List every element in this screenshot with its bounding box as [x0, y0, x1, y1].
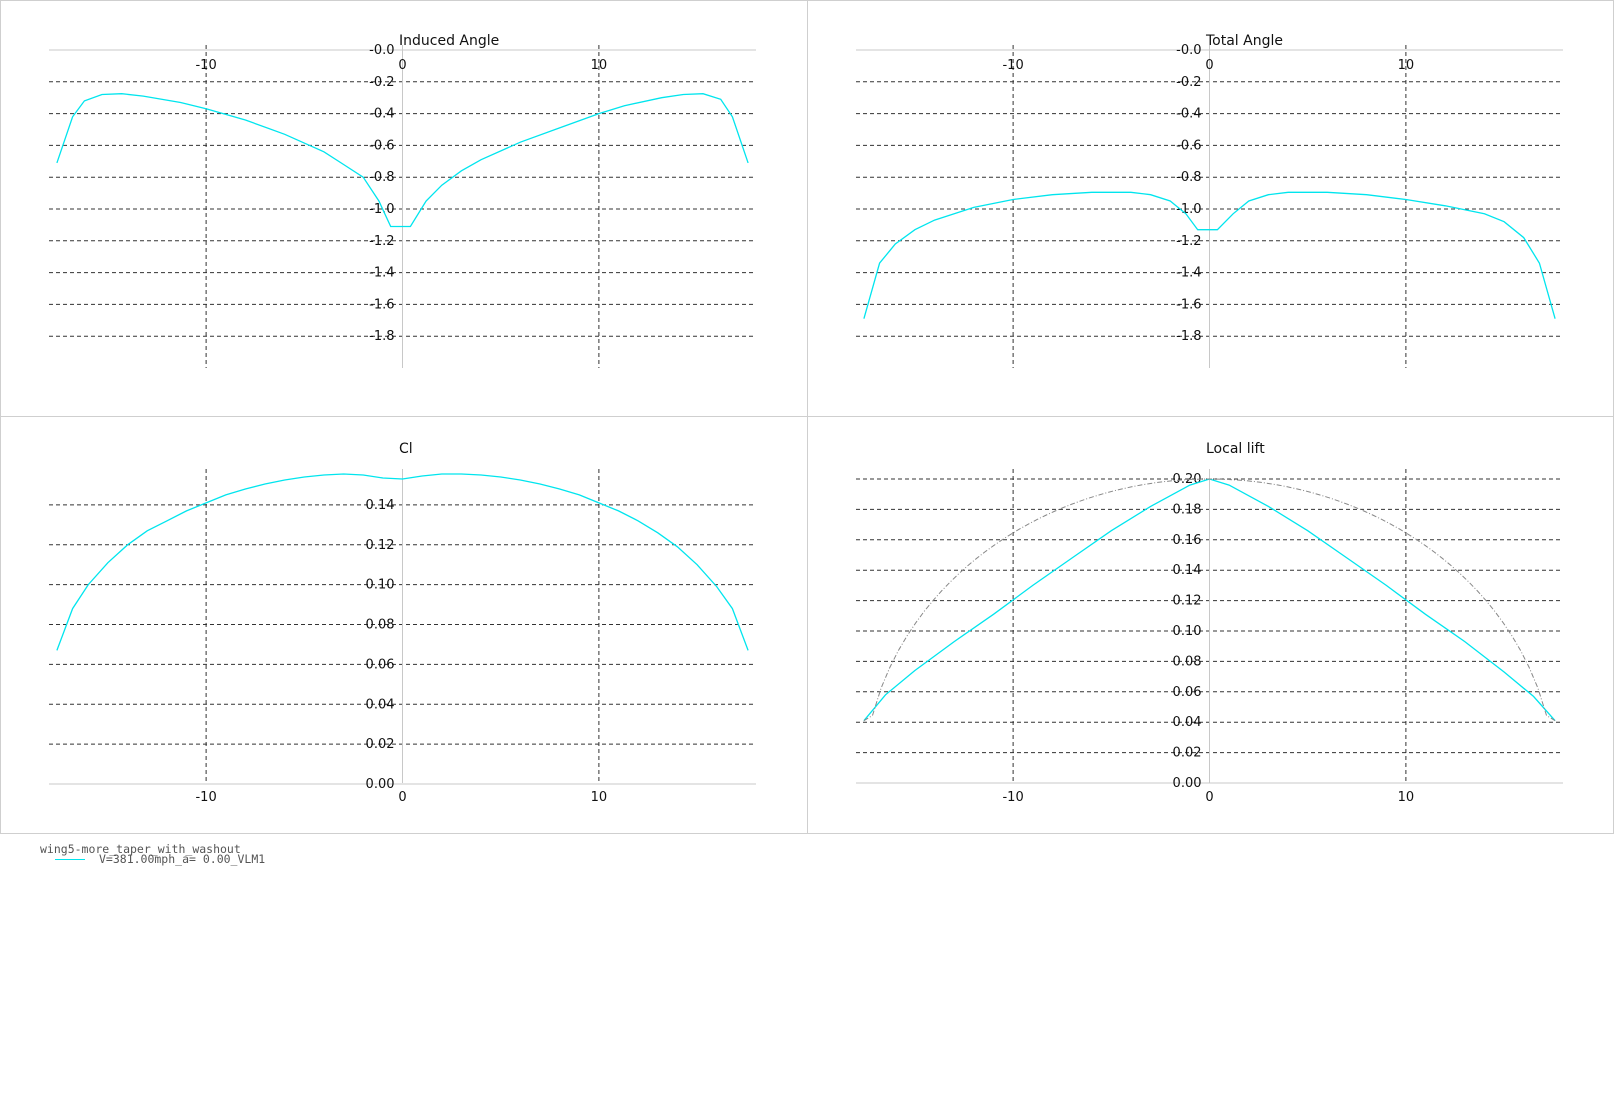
x-tick-label: -10 — [195, 790, 216, 805]
y-tick-label: -0.6 — [1176, 138, 1201, 153]
x-tick-label: 0 — [1205, 58, 1213, 73]
y-tick-label: -1.8 — [1176, 329, 1201, 344]
x-tick-label: 10 — [591, 58, 608, 73]
x-tick-label: -10 — [1002, 58, 1023, 73]
y-tick-label: -1.6 — [1176, 297, 1201, 312]
y-tick-label: 0.06 — [366, 657, 395, 672]
chart-panel-total-angle: -0.0 -0.2 -0.4 -0.6 -0.8 -1.0 -1.2 -1.4 -1.6 -1.8… — [807, 0, 1614, 417]
y-tick-label: -1.2 — [1176, 234, 1201, 249]
legend-entry-label: V=381.00mph_a= 0.00_VLM1 — [99, 852, 266, 866]
chart-panel-local-lift: 0.00 0.02 0.04 0.06 0.08 0.10 0.12 0.14 0.16 0.18… — [807, 416, 1614, 834]
y-tick-label: -0.2 — [1176, 75, 1201, 90]
y-tick-label: 0.10 — [1173, 624, 1202, 639]
x-tick-label: 10 — [591, 790, 608, 805]
x-tick-label: 10 — [1398, 58, 1415, 73]
y-tick-label: 0.04 — [1173, 715, 1202, 730]
y-tick-label: 0.06 — [1173, 685, 1202, 700]
y-tick-label: 0.14 — [1173, 563, 1202, 578]
chart-panel-cl: 0.00 0.02 0.04 0.06 0.08 0.10 0.12 0.14 -10 0 10 Cl — [0, 416, 808, 834]
cl-chart: 0.00 0.02 0.04 0.06 0.08 0.10 0.12 0.14 -10 0 10 Cl — [49, 441, 756, 805]
legend-line-swatch — [55, 859, 85, 860]
series-line — [56, 93, 749, 228]
y-tick-label: 0.02 — [1173, 746, 1202, 761]
chart-title: Cl — [399, 441, 413, 457]
series-line — [863, 191, 1556, 319]
y-tick-label: 0.04 — [366, 697, 395, 712]
y-tick-label: -1.8 — [369, 329, 394, 344]
x-tick-label: -10 — [195, 58, 216, 73]
y-tick-label: -0.0 — [1176, 43, 1201, 58]
y-tick-label: -1.6 — [369, 297, 394, 312]
y-tick-label: -1.4 — [369, 266, 394, 281]
legend: wing5-more_taper_with_washout V=381.00mp… — [40, 842, 440, 872]
x-tick-label: -10 — [1002, 790, 1023, 805]
y-tick-label: 0.18 — [1173, 502, 1202, 517]
chart-title: Total Angle — [1205, 33, 1283, 49]
y-tick-label: 0.00 — [366, 777, 395, 792]
chart-panel-induced-angle: -0.0 -0.2 -0.4 -0.6 -0.8 -1.0 -1.2 -1.4 -1.6 -1.8… — [0, 0, 808, 417]
y-tick-label: -0.6 — [369, 138, 394, 153]
y-tick-label: 0.12 — [1173, 594, 1202, 609]
y-tick-label: 0.08 — [366, 618, 395, 633]
series-line — [56, 473, 749, 651]
y-tick-label: -0.8 — [1176, 170, 1201, 185]
y-tick-label: 0.14 — [366, 498, 395, 513]
y-tick-label: -1.2 — [369, 234, 394, 249]
legend-title: wing5-more_taper_with_washout — [40, 842, 241, 856]
y-tick-label: -0.2 — [369, 75, 394, 90]
x-tick-label: 10 — [1398, 790, 1415, 805]
y-tick-label: -0.0 — [369, 43, 394, 58]
y-tick-label: -1.0 — [369, 202, 394, 217]
local-lift-chart: 0.00 0.02 0.04 0.06 0.08 0.10 0.12 0.14 0.16 0.18… — [856, 441, 1563, 805]
chart-title: Local lift — [1206, 441, 1265, 457]
x-tick-label: 0 — [1205, 790, 1213, 805]
y-tick-label: -1.4 — [1176, 266, 1201, 281]
y-tick-label: 0.02 — [366, 737, 395, 752]
y-tick-label: 0.00 — [1173, 776, 1202, 791]
elliptic-reference-line — [863, 478, 1556, 722]
y-tick-label: -1.0 — [1176, 202, 1201, 217]
y-tick-label: -0.8 — [369, 170, 394, 185]
y-tick-label: 0.08 — [1173, 654, 1202, 669]
y-tick-label: -0.4 — [1176, 107, 1201, 122]
y-tick-label: -0.4 — [369, 107, 394, 122]
y-tick-label: 0.12 — [366, 538, 395, 553]
chart-title: Induced Angle — [399, 33, 499, 49]
x-tick-label: 0 — [398, 58, 406, 73]
induced-angle-chart: -0.0 -0.2 -0.4 -0.6 -0.8 -1.0 -1.2 -1.4 -1.6 -1.8… — [49, 33, 756, 368]
x-tick-label: 0 — [398, 790, 406, 805]
y-tick-label: 0.16 — [1173, 533, 1202, 548]
total-angle-chart: -0.0 -0.2 -0.4 -0.6 -0.8 -1.0 -1.2 -1.4 -1.6 -1.8… — [856, 33, 1563, 368]
y-tick-label: 0.10 — [366, 578, 395, 593]
